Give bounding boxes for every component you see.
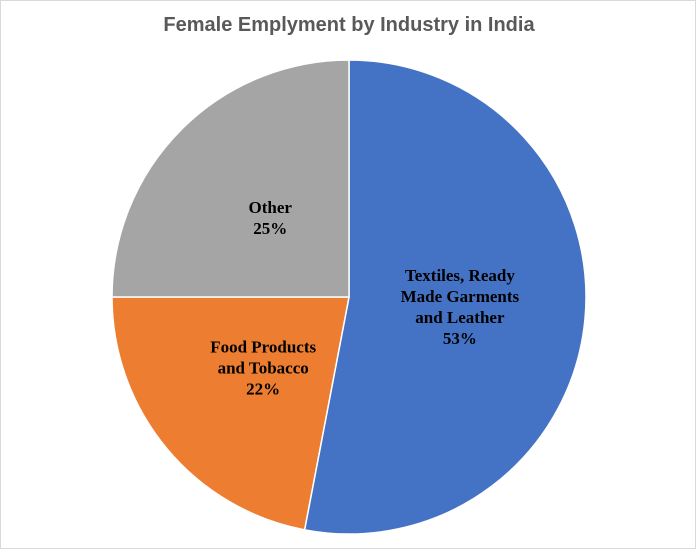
- pie-slice: [303, 59, 587, 535]
- slice-label: Food Products and Tobacco 22%: [198, 337, 328, 400]
- pie-slice: [111, 59, 350, 298]
- slice-label: Textiles, Ready Made Garments and Leathe…: [395, 265, 525, 349]
- slice-label: Other 25%: [205, 197, 335, 239]
- pie-slice: [111, 296, 350, 531]
- chart-title: Female Emplyment by Industry in India: [163, 14, 535, 36]
- category-label: Food Products and Tobacco: [210, 337, 317, 378]
- category-label: Textiles, Ready Made Garments and Leathe…: [400, 266, 520, 328]
- value-label: 25%: [253, 219, 288, 239]
- value-label: 22%: [246, 379, 281, 399]
- category-label: Other: [248, 198, 292, 218]
- value-label: 53%: [442, 329, 477, 349]
